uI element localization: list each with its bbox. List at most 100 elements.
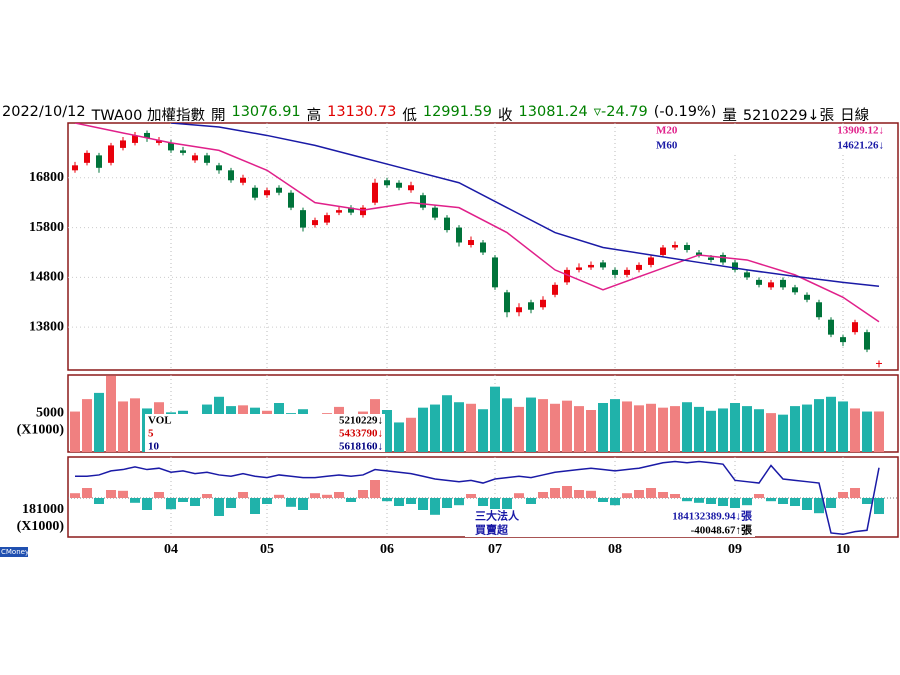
- legend-name: 三大法人: [475, 509, 520, 523]
- flow-bar: [490, 498, 500, 512]
- candle-body: [528, 302, 534, 310]
- flow-bar: [514, 493, 524, 498]
- flow-bar: [430, 498, 440, 515]
- candle-body: [696, 252, 702, 255]
- y-tick-label: 14800: [29, 270, 64, 285]
- flow-bar: [274, 494, 284, 498]
- candle-body: [720, 254, 726, 263]
- flow-bar: [478, 498, 488, 506]
- volume-bar: [718, 408, 728, 452]
- candle-body: [168, 142, 174, 151]
- volume-bar: [790, 406, 800, 452]
- candle-body: [768, 282, 774, 288]
- flow-bar: [298, 498, 308, 510]
- flow-bar: [562, 486, 572, 498]
- volume-bar: [574, 406, 584, 452]
- candle-body: [336, 210, 342, 213]
- flow-bar: [538, 492, 548, 498]
- header-item: 日線: [840, 108, 870, 124]
- flow-bar: [358, 490, 368, 498]
- candle-body: [804, 294, 810, 300]
- legend-value: 14621.26↓: [837, 140, 884, 152]
- legend-name: M60: [656, 140, 678, 152]
- flow-bar: [322, 494, 332, 498]
- y-tick-label: 16800: [29, 170, 64, 185]
- flow-bar: [790, 498, 800, 506]
- candle-body: [144, 132, 150, 138]
- header-item: 13076.91: [231, 104, 301, 120]
- volume-bar: [802, 404, 812, 452]
- flow-bar: [82, 488, 92, 498]
- flow-bar: [370, 480, 380, 498]
- legend-name: M20: [656, 125, 678, 137]
- candle-body: [348, 207, 354, 213]
- flows: [70, 460, 884, 536]
- flow-bar: [838, 492, 848, 498]
- candle-body: [372, 182, 378, 203]
- candle-body: [240, 177, 246, 183]
- legend-name: 10: [148, 441, 160, 453]
- header-item: 5210229↓張: [742, 108, 835, 124]
- volume-bar: [706, 410, 716, 452]
- flow-bar: [598, 498, 608, 502]
- candle-body: [516, 307, 522, 313]
- candle-body: [192, 155, 198, 161]
- candle-body: [672, 245, 678, 248]
- candle-body: [840, 337, 846, 343]
- volume-bar: [94, 392, 104, 452]
- header-item: (-0.19%): [653, 104, 717, 120]
- candle-body: [588, 264, 594, 268]
- flow-bar: [622, 493, 632, 498]
- header-item: 低: [402, 108, 417, 124]
- volume-bar: [862, 411, 872, 452]
- flow-bar: [406, 498, 416, 504]
- volume-bar: [526, 397, 536, 452]
- candle-body: [408, 185, 414, 191]
- candle-body: [264, 190, 270, 196]
- volume-bar: [766, 413, 776, 452]
- volume-bar: [454, 402, 464, 452]
- candle-body: [612, 269, 618, 275]
- candle-body: [540, 299, 546, 308]
- volume-bar: [550, 403, 560, 452]
- y-tick-label: 181000: [22, 502, 64, 517]
- candle-body: [492, 257, 498, 288]
- candle-body: [420, 195, 426, 208]
- volume-bar: [466, 403, 476, 452]
- volume-bar: [478, 409, 488, 452]
- legend-box: [465, 523, 755, 537]
- volume-bar: [82, 399, 92, 452]
- x-tick-label: 04: [164, 542, 178, 557]
- legend-value: 5433790↓: [339, 428, 383, 440]
- candle-body: [852, 322, 858, 333]
- candle-body: [324, 215, 330, 223]
- flow-bar: [778, 498, 788, 504]
- volume-bar: [742, 406, 752, 452]
- header-item: 開: [210, 108, 226, 124]
- flow-bar: [310, 493, 320, 498]
- volume-bar: [610, 399, 620, 452]
- candle-body: [312, 220, 318, 226]
- flow-bar: [718, 498, 728, 506]
- volume-bar: [682, 402, 692, 452]
- candle-body: [576, 267, 582, 270]
- flow-bar: [850, 488, 860, 498]
- flow-bar: [826, 498, 836, 508]
- volume-bar: [754, 409, 764, 452]
- volume-bar: [562, 400, 572, 452]
- candle-body: [252, 187, 258, 198]
- volume-bar: [838, 401, 848, 452]
- flow-bar: [586, 490, 596, 498]
- candle-body: [624, 269, 630, 275]
- volume-bar: [394, 422, 404, 452]
- flow-bar: [814, 498, 824, 514]
- flow-bar: [730, 498, 740, 508]
- candle-body: [636, 264, 642, 270]
- candle-body: [360, 207, 366, 216]
- volume-bar: [502, 398, 512, 452]
- flow-bar: [70, 493, 80, 498]
- flow-bar: [706, 498, 716, 504]
- volume-bar: [406, 417, 416, 452]
- x-tick-label: 08: [608, 542, 622, 557]
- flow-bar: [286, 498, 296, 507]
